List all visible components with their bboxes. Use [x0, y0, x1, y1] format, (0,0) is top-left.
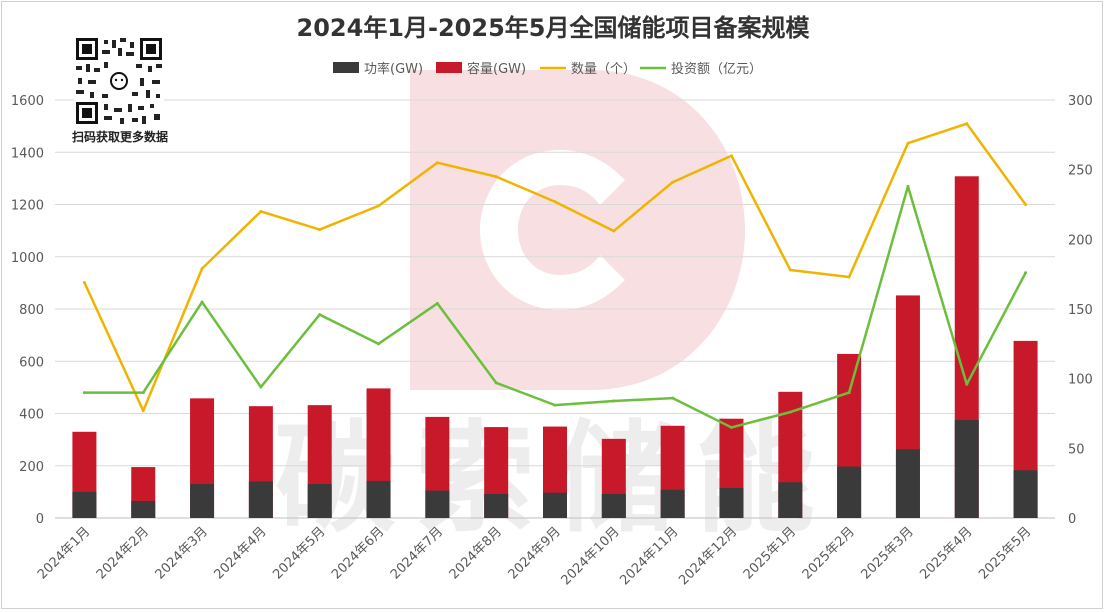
investment-point	[788, 410, 792, 414]
y-right-tick-label: 200	[1068, 233, 1093, 248]
power-bar	[837, 466, 862, 518]
power-bar	[1013, 470, 1038, 518]
power-bar	[719, 487, 744, 518]
investment-point	[494, 381, 498, 385]
x-tick-label: 2024年4月	[211, 524, 269, 582]
power-bar	[131, 501, 156, 518]
investment-point	[965, 382, 969, 386]
count-point	[847, 275, 851, 279]
y-left-tick-label: 1400	[11, 146, 44, 161]
investment-point	[906, 184, 910, 188]
investment-point	[141, 391, 145, 395]
y-right-tick-label: 50	[1068, 442, 1085, 457]
legend-label: 功率(GW)	[364, 61, 423, 77]
investment-point	[847, 391, 851, 395]
power-bar	[778, 482, 803, 518]
power-bar	[190, 484, 215, 518]
y-right-tick-label: 0	[1068, 512, 1076, 527]
power-bar	[543, 492, 567, 518]
count-point	[200, 267, 204, 271]
investment-point	[82, 391, 86, 395]
power-bar	[660, 489, 685, 518]
count-point	[318, 228, 322, 232]
investment-point	[553, 403, 557, 407]
chart-title: 2024年1月-2025年5月全国储能项目备案规模	[297, 14, 811, 42]
power-bar	[307, 484, 332, 518]
investment-point	[729, 425, 733, 429]
count-point	[435, 161, 439, 165]
power-bar	[425, 490, 450, 518]
legend-label: 数量（个）	[571, 62, 636, 77]
power-bar	[248, 481, 273, 518]
y-left-tick-label: 200	[19, 460, 44, 475]
count-point	[965, 122, 969, 126]
count-point	[671, 180, 675, 184]
y-right-tick-label: 250	[1068, 164, 1093, 179]
x-tick-label: 2024年1月	[35, 524, 93, 582]
y-right-tick-label: 150	[1068, 303, 1093, 318]
investment-point	[318, 313, 322, 317]
watermark	[410, 70, 745, 390]
y-left-tick-label: 600	[19, 355, 44, 370]
legend-label: 容量(GW)	[467, 61, 526, 77]
count-point	[141, 409, 145, 413]
investment-point	[377, 342, 381, 346]
y-left-tick-label: 400	[19, 408, 44, 423]
investment-point	[200, 300, 204, 304]
count-point	[259, 209, 263, 213]
count-point	[906, 141, 910, 145]
count-point	[494, 175, 498, 179]
x-tick-label: 2025年5月	[976, 524, 1034, 582]
investment-point	[435, 301, 439, 305]
investment-point	[671, 396, 675, 400]
count-point	[82, 281, 86, 285]
count-point	[377, 204, 381, 208]
power-bar	[895, 449, 920, 518]
legend-swatch	[333, 62, 359, 73]
qr-code	[74, 36, 164, 126]
investment-point	[259, 385, 263, 389]
power-bar	[601, 493, 626, 518]
y-left-tick-label: 0	[36, 512, 44, 527]
power-bar	[72, 491, 97, 518]
count-point	[1024, 203, 1028, 206]
x-tick-label: 2024年2月	[94, 524, 152, 582]
power-bar	[954, 420, 979, 518]
y-left-tick-label: 1200	[11, 199, 44, 214]
x-tick-label: 2024年3月	[153, 524, 211, 582]
legend-label: 投资额（亿元）	[671, 61, 762, 77]
y-left-tick-label: 1600	[11, 94, 44, 109]
qr-caption: 扫码获取更多数据	[71, 130, 168, 144]
x-tick-label: 2025年4月	[917, 524, 975, 582]
investment-point	[1024, 271, 1028, 275]
count-point	[553, 200, 557, 204]
power-bar	[366, 480, 391, 518]
legend-swatch	[436, 62, 462, 73]
y-right-tick-label: 300	[1068, 94, 1093, 109]
count-point	[729, 154, 733, 158]
y-right-tick-label: 100	[1068, 373, 1093, 388]
y-left-tick-label: 1000	[11, 251, 44, 266]
y-left-tick-label: 800	[19, 303, 44, 318]
power-bar	[484, 493, 509, 518]
count-point	[788, 268, 792, 272]
count-point	[612, 229, 616, 233]
investment-point	[612, 399, 616, 403]
x-tick-label: 2025年3月	[859, 524, 917, 582]
